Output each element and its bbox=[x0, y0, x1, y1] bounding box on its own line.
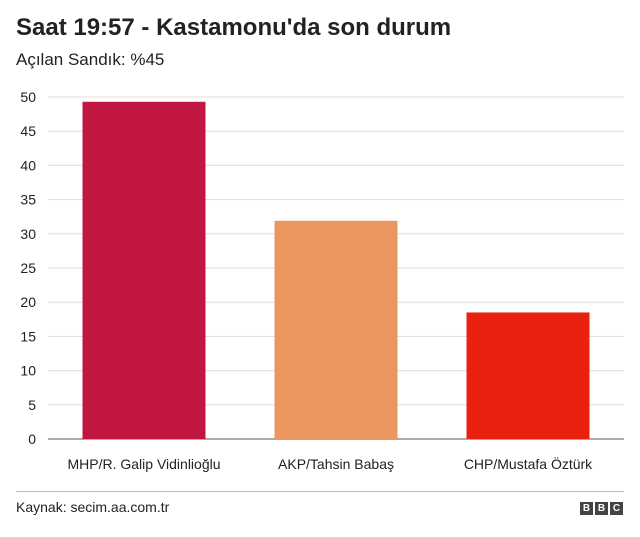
bar-2 bbox=[274, 220, 398, 439]
bar-chart: 0 5 10 15 20 25 30 35 40 45 50 MHP/R. Galip Vidinl… bbox=[20, 89, 624, 472]
logo-letter-b2: B bbox=[595, 502, 608, 515]
y-tick-label: 40 bbox=[20, 157, 36, 173]
bar-3 bbox=[466, 312, 590, 439]
bbc-logo: B B C bbox=[580, 502, 623, 515]
y-tick-label: 25 bbox=[20, 260, 36, 276]
y-tick-label: 30 bbox=[20, 226, 36, 242]
y-tick-label: 15 bbox=[20, 328, 36, 344]
bar-1 bbox=[82, 101, 206, 440]
y-tick-label: 20 bbox=[20, 294, 36, 310]
y-tick-label: 5 bbox=[28, 397, 36, 413]
x-axis-labels: MHP/R. Galip Vidinlioğlu AKP/Tahsin Babaş… bbox=[67, 455, 593, 472]
y-tick-label: 0 bbox=[28, 431, 36, 447]
footer-divider bbox=[16, 491, 624, 492]
y-axis-ticks: 0 5 10 15 20 25 30 35 40 45 50 bbox=[20, 89, 36, 447]
x-tick-label: MHP/R. Galip Vidinlioğlu bbox=[67, 456, 220, 472]
logo-letter-b1: B bbox=[580, 502, 593, 515]
y-tick-label: 35 bbox=[20, 192, 36, 208]
x-tick-label: AKP/Tahsin Babaş bbox=[278, 456, 394, 472]
y-tick-label: 50 bbox=[20, 89, 36, 105]
x-tick-label: CHP/Mustafa Öztürk bbox=[464, 455, 593, 472]
source-note: Kaynak: secim.aa.com.tr bbox=[16, 499, 170, 515]
y-tick-label: 45 bbox=[20, 123, 36, 139]
bars bbox=[82, 101, 590, 440]
chart-subtitle: Açılan Sandık: %45 bbox=[16, 50, 165, 69]
y-tick-label: 10 bbox=[20, 363, 36, 379]
logo-letter-c: C bbox=[610, 502, 623, 515]
chart-title: Saat 19:57 - Kastamonu'da son durum bbox=[16, 14, 452, 41]
